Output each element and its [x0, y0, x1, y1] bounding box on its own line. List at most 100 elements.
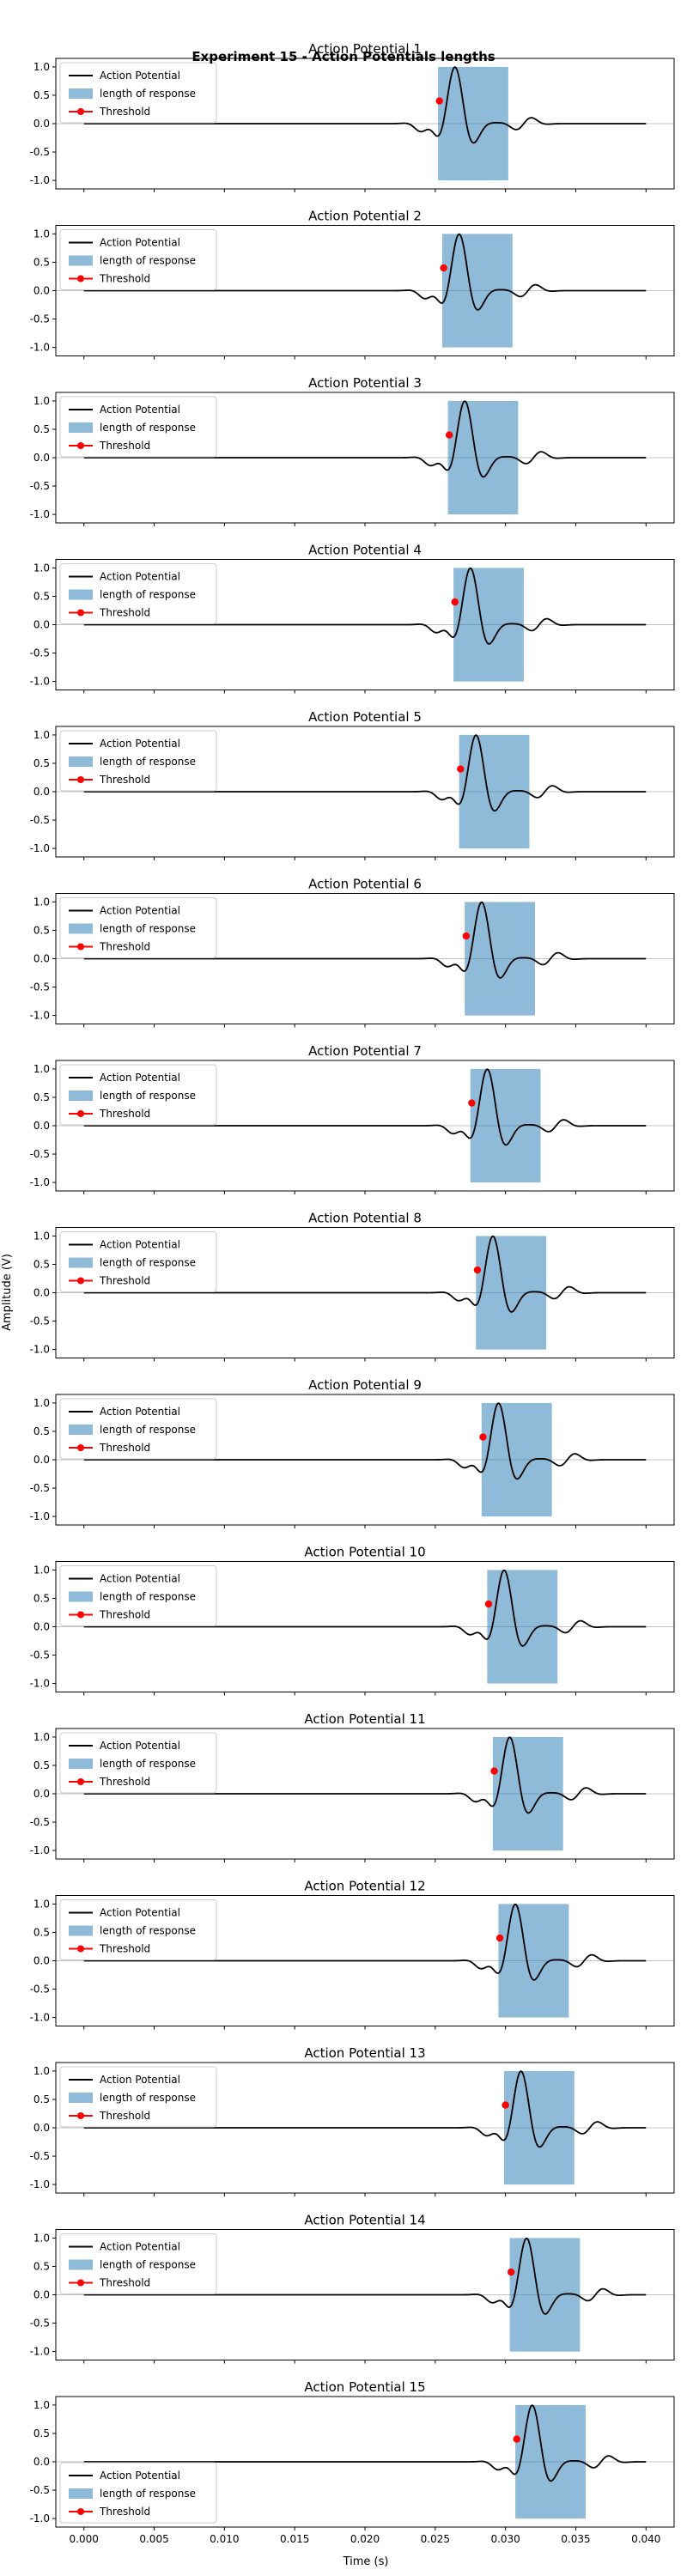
action-potential-line [83, 734, 647, 812]
legend-patch-swatch [69, 88, 93, 99]
x-tick-label: 0.025 [421, 2533, 450, 2545]
legend-entry-label: Threshold [99, 1108, 150, 1120]
y-tick-label: -1.0 [30, 2346, 50, 2358]
legend-threshold-marker [77, 609, 84, 617]
legend: Action Potential length of response Thresh… [59, 2066, 217, 2128]
legend-threshold-marker [77, 2112, 84, 2119]
legend-entry-label: length of response [100, 1925, 196, 1937]
y-tick-label: 0.0 [33, 786, 50, 798]
panel-14: Action Potential 14 1.0 0.5 0.0 -0.5 -1.0 Acti… [30, 2213, 675, 2364]
panel-title: Action Potential 4 [308, 543, 422, 558]
y-tick-label: -1.0 [30, 1678, 50, 1690]
legend-entry-label: length of response [100, 589, 196, 601]
threshold-marker [440, 264, 447, 272]
legend: Action Potential length of response Thresh… [59, 1899, 217, 1960]
legend-box [59, 1565, 217, 1626]
legend-entry-label: Action Potential [100, 404, 180, 416]
y-tick-label: -1.0 [30, 1510, 50, 1522]
y-tick-label: 0.5 [33, 423, 50, 435]
legend-box [59, 1231, 217, 1292]
response-span-bar [509, 2238, 581, 2352]
response-span-bar [447, 400, 519, 515]
panel-title: Action Potential 11 [304, 1711, 425, 1727]
y-tick-label: 0.5 [33, 1091, 50, 1103]
legend-patch-swatch [69, 1091, 93, 1101]
legend-entry-label: Threshold [99, 106, 150, 118]
legend-entry-label: Threshold [99, 941, 150, 953]
legend-entry-label: length of response [100, 756, 196, 768]
panel-title: Action Potential 8 [308, 1211, 422, 1226]
legend-patch-swatch [69, 255, 93, 266]
legend-entry-label: length of response [100, 1090, 196, 1102]
y-tick-label: 1.0 [33, 1898, 50, 1910]
action-potential-line [83, 400, 647, 478]
legend-box [59, 396, 217, 458]
legend-entry-label: length of response [100, 923, 196, 935]
panel-13: Action Potential 13 1.0 0.5 0.0 -0.5 -1.0 Acti… [30, 2045, 675, 2196]
legend-threshold-marker [77, 1277, 84, 1285]
legend-entry-label: length of response [100, 422, 196, 434]
y-axis-label: Amplitude (V) [1, 1254, 14, 1331]
response-span-bar [442, 234, 513, 348]
legend-threshold-marker [77, 2279, 84, 2287]
legend-entry-label: length of response [100, 2092, 196, 2104]
y-tick-label: 0.0 [33, 118, 50, 130]
y-tick-label: 0.0 [33, 1955, 50, 1967]
y-tick-label: 1.0 [33, 1564, 50, 1576]
y-tick-label: 1.0 [33, 228, 50, 240]
panel-title: Action Potential 2 [308, 209, 422, 224]
legend-entry-label: Threshold [99, 1776, 150, 1788]
legend-threshold-marker [77, 1110, 84, 1117]
panel-1: Action Potential 1 1.0 0.5 0.0 -0.5 -1.0 Actio… [30, 41, 675, 192]
legend-entry-label: Action Potential [100, 1907, 180, 1919]
threshold-marker [435, 97, 443, 105]
legend: Action Potential length of response Thresh… [59, 62, 217, 124]
legend-box [59, 897, 217, 958]
legend-patch-swatch [69, 1257, 93, 1268]
legend-entry-label: Action Potential [100, 1072, 180, 1084]
threshold-marker [513, 2435, 520, 2443]
y-tick-label: -0.5 [30, 1148, 50, 1160]
action-potential-line [83, 901, 647, 979]
y-tick-label: -0.5 [30, 814, 50, 826]
panel-8: Action Potential 8 1.0 0.5 0.0 -0.5 -1.0 Actio… [30, 1211, 675, 1362]
legend-patch-swatch [69, 422, 93, 433]
legend-entry-label: Action Potential [100, 905, 180, 917]
panel-10: Action Potential 10 1.0 0.5 0.0 -0.5 -1.0 Acti… [30, 1545, 675, 1696]
y-tick-label: -0.5 [30, 1649, 50, 1662]
y-tick-label: 0.5 [33, 924, 50, 936]
y-tick-label: 1.0 [33, 1397, 50, 1409]
panel-title: Action Potential 1 [308, 41, 422, 57]
y-tick-label: 0.5 [33, 2427, 50, 2439]
legend-entry-label: Threshold [99, 440, 150, 452]
figure-suptitle: Experiment 15 - Action Potentials length… [192, 49, 495, 64]
x-tick-label: 0.020 [350, 2533, 380, 2545]
legend-entry-label: Threshold [99, 1943, 150, 1955]
y-tick-label: -1.0 [30, 1344, 50, 1356]
legend-entry-label: Action Potential [100, 1406, 180, 1418]
legend-threshold-marker [77, 1778, 84, 1785]
response-span-bar [504, 2070, 575, 2185]
panel-11: Action Potential 11 1.0 0.5 0.0 -0.5 -1.0 Acti… [30, 1711, 675, 1862]
panel-2: Action Potential 2 1.0 0.5 0.0 -0.5 -1.0 Actio… [30, 209, 675, 360]
y-tick-label: 0.0 [33, 1287, 50, 1299]
legend-entry-label: Action Potential [100, 237, 180, 249]
response-span-bar [498, 1904, 569, 2018]
y-tick-label: 1.0 [33, 61, 50, 73]
action-potential-line [83, 567, 647, 645]
y-tick-label: 0.0 [33, 2456, 50, 2468]
action-potential-line [83, 2404, 647, 2482]
threshold-marker [484, 1600, 493, 1608]
y-tick-label: 0.0 [33, 1788, 50, 1800]
x-axis-label: Time (s) [343, 2555, 389, 2568]
y-tick-label: 0.5 [33, 1425, 50, 1437]
legend-box [59, 1732, 217, 1794]
y-tick-label: 0.0 [33, 619, 50, 631]
action-potential-line [83, 1569, 647, 1647]
y-tick-label: -1.0 [30, 676, 50, 688]
legend: Action Potential length of response Thresh… [59, 730, 217, 792]
legend: Action Potential length of response Thresh… [59, 1398, 217, 1460]
x-tick-label: 0.015 [280, 2533, 309, 2545]
y-tick-label: 1.0 [33, 562, 50, 574]
